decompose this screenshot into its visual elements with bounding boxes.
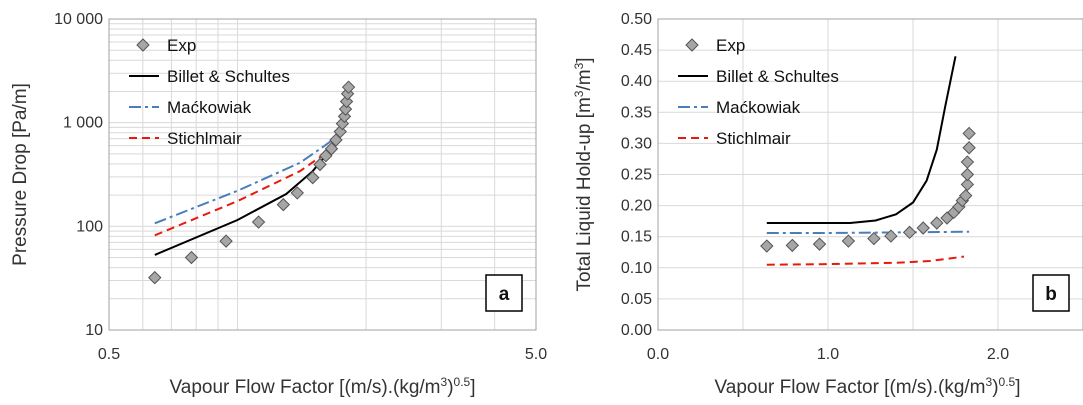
data-point-exp [148, 270, 162, 285]
panel-label: b [1045, 284, 1057, 305]
data-point-exp [812, 237, 827, 251]
legend-marker-exp [685, 38, 699, 52]
y-tick-label: 10 [85, 322, 103, 339]
panel-label-box [1032, 274, 1070, 312]
y-tick-label: 1 000 [63, 115, 103, 132]
panel-label-box [485, 274, 523, 312]
y-tick-label: 0.45 [621, 42, 652, 59]
data-point-exp [960, 177, 975, 192]
y-axis-label: Total Liquid Hold-up [m3/m3] [572, 57, 595, 291]
data-point-exp [960, 167, 975, 182]
data-point-exp [960, 155, 975, 169]
y-tick-label: 10 000 [54, 11, 103, 28]
legend-label: Exp [167, 36, 196, 55]
panel-b-liquid-holdup: 0.00 0.05 0.10 0.15 0.20 0.25 0.30 0.35 0.40 0.45… [572, 11, 1083, 398]
y-tick-label: 0.05 [621, 291, 652, 308]
x-tick-label: 0.0 [647, 346, 669, 363]
plot-area-frame [108, 18, 537, 331]
series-line-ma-kowiak [766, 230, 970, 234]
data-point-exp [306, 170, 320, 185]
x-tick-label: 1.0 [817, 346, 839, 363]
y-tick-label: 0.35 [621, 104, 652, 121]
series-line-stichlmair [154, 146, 335, 237]
y-tick-label: 0.15 [621, 229, 652, 246]
y-tick-label: 0.25 [621, 167, 652, 184]
data-point-exp [958, 188, 973, 203]
x-tick-label: 5.0 [525, 346, 547, 363]
y-axis-label: Pressure Drop [Pa/m] [10, 83, 31, 266]
y-tick-label: 0.20 [621, 198, 652, 215]
data-point-exp [916, 221, 930, 235]
y-tick-label: 0.40 [621, 73, 652, 90]
data-point-exp [867, 231, 881, 246]
legend-label: Maćkowiak [167, 98, 252, 117]
data-point-exp [251, 215, 266, 229]
x-tick-label: 0.5 [98, 346, 120, 363]
data-point-exp [902, 225, 917, 240]
data-point-exp [339, 94, 354, 109]
series-line-billet-schultes [766, 56, 957, 224]
series-line-stichlmair [766, 255, 965, 266]
data-point-exp [219, 234, 233, 248]
data-point-exp [841, 234, 856, 248]
y-tick-label: 0.30 [621, 135, 652, 152]
data-point-exp [930, 216, 944, 230]
legend-label: Exp [716, 36, 745, 55]
data-point-exp [329, 133, 343, 147]
legend-label: Maćkowiak [716, 98, 801, 117]
series-line-ma-kowiak [154, 136, 337, 225]
panel-a-pressure-drop: 10 100 1 000 10 000 0.5 5.0 Vapour Flow Factor… [10, 11, 547, 398]
x-axis-label: Vapour Flow Factor [(m/s).(kg/m3)0.5] [715, 375, 1021, 398]
legend-label: Billet & Schultes [716, 67, 839, 86]
y-tick-label: 0.10 [621, 260, 652, 277]
legend-marker-exp [136, 38, 150, 52]
data-point-exp [184, 250, 199, 265]
data-point-exp [290, 186, 304, 200]
x-tick-label: 2.0 [987, 346, 1009, 363]
data-point-exp [785, 238, 800, 253]
panel-label: a [499, 284, 510, 305]
data-point-exp [324, 142, 339, 156]
data-point-exp [276, 197, 291, 212]
data-point-exp [313, 157, 327, 172]
data-point-exp [962, 141, 976, 155]
legend-label: Stichlmair [167, 129, 242, 148]
data-point-exp [760, 239, 774, 253]
x-axis-label: Vapour Flow Factor [(m/s).(kg/m3)0.5] [170, 375, 476, 398]
y-tick-label: 0.50 [621, 11, 652, 28]
y-tick-label: 100 [76, 218, 103, 235]
y-tick-label: 0.00 [621, 322, 652, 339]
data-point-exp [884, 229, 898, 243]
legend-label: Stichlmair [716, 129, 791, 148]
legend-label: Billet & Schultes [167, 67, 290, 86]
data-point-exp [341, 80, 356, 94]
data-point-exp [962, 126, 976, 141]
plot-area-frame [657, 18, 1083, 331]
